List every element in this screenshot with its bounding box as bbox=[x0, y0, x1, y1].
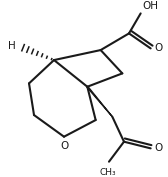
Text: OH: OH bbox=[142, 1, 158, 11]
Text: O: O bbox=[155, 143, 163, 153]
Text: CH₃: CH₃ bbox=[100, 168, 116, 177]
Text: H: H bbox=[8, 41, 15, 51]
Text: O: O bbox=[61, 141, 69, 151]
Polygon shape bbox=[87, 86, 112, 117]
Text: O: O bbox=[155, 43, 163, 53]
